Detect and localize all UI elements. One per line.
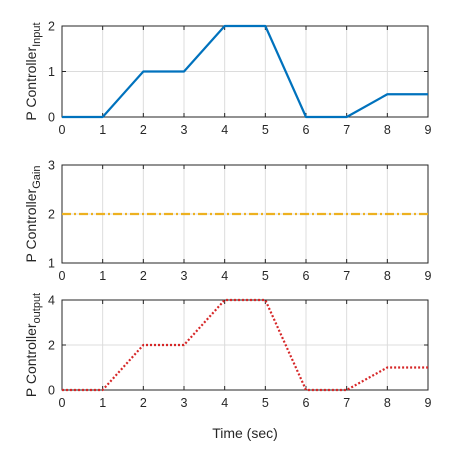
y-tick-label: 0	[48, 384, 55, 398]
y-tick-label: 4	[48, 294, 55, 308]
y-axis-title: P Controlleroutput	[23, 293, 43, 397]
x-tick-label: 0	[59, 123, 66, 137]
x-tick-label: 9	[425, 396, 432, 410]
y-tick-label: 2	[48, 20, 55, 34]
x-tick-label: 2	[140, 396, 147, 410]
x-tick-label: 9	[425, 269, 432, 283]
y-axis-title: P ControllerGain	[23, 166, 43, 263]
x-tick-label: 3	[181, 123, 188, 137]
x-tick-label: 8	[384, 396, 391, 410]
x-tick-label: 2	[140, 269, 147, 283]
y-tick-label: 2	[48, 339, 55, 353]
x-tick-label: 7	[343, 396, 350, 410]
x-tick-label: 7	[343, 269, 350, 283]
x-tick-label: 6	[303, 123, 310, 137]
x-tick-label: 5	[262, 123, 269, 137]
x-tick-label: 8	[384, 269, 391, 283]
y-axis-title-main: P Controller	[23, 188, 39, 262]
x-tick-label: 4	[221, 396, 228, 410]
y-tick-label: 0	[48, 111, 55, 125]
y-axis-title-main: P Controller	[23, 47, 39, 121]
y-tick-label: 1	[48, 257, 55, 271]
x-tick-label: 3	[181, 396, 188, 410]
x-tick-label: 1	[99, 396, 106, 410]
y-tick-label: 3	[48, 159, 55, 173]
subplot-1: 0 1 2 3 4 5 6 7 8 9 0 1 2 P ControllerInput	[23, 20, 432, 138]
x-tick-label: 4	[221, 123, 228, 137]
series-line-1	[62, 298, 428, 392]
subplot-3: 0 1 2 3 4 5 6 7 8 9 0 2 4 P Controlleroutput Time (sec…	[23, 293, 432, 441]
x-tick-label: 7	[343, 123, 350, 137]
x-tick-label: 6	[303, 269, 310, 283]
x-tick-label: 9	[425, 123, 432, 137]
x-tick-label: 5	[262, 269, 269, 283]
x-tick-label: 1	[99, 123, 106, 137]
x-tick-label: 8	[384, 123, 391, 137]
x-tick-label: 5	[262, 396, 269, 410]
series-line-1	[62, 24, 428, 119]
y-tick-label: 2	[48, 208, 55, 222]
x-tick-label: 0	[59, 269, 66, 283]
y-axis-title-main: P Controller	[23, 323, 39, 397]
y-axis-title-subscript: Gain	[31, 166, 43, 189]
x-tick-label: 2	[140, 123, 147, 137]
x-tick-label: 3	[181, 269, 188, 283]
y-axis-title-subscript: output	[31, 293, 43, 324]
y-axis-title-subscript: Input	[31, 22, 43, 46]
x-tick-label: 0	[59, 396, 66, 410]
x-axis-title: Time (sec)	[212, 425, 278, 441]
x-tick-label: 1	[99, 269, 106, 283]
x-tick-label: 4	[221, 269, 228, 283]
y-axis-title: P ControllerInput	[23, 22, 43, 120]
x-tick-label: 6	[303, 396, 310, 410]
y-tick-label: 1	[48, 65, 55, 79]
